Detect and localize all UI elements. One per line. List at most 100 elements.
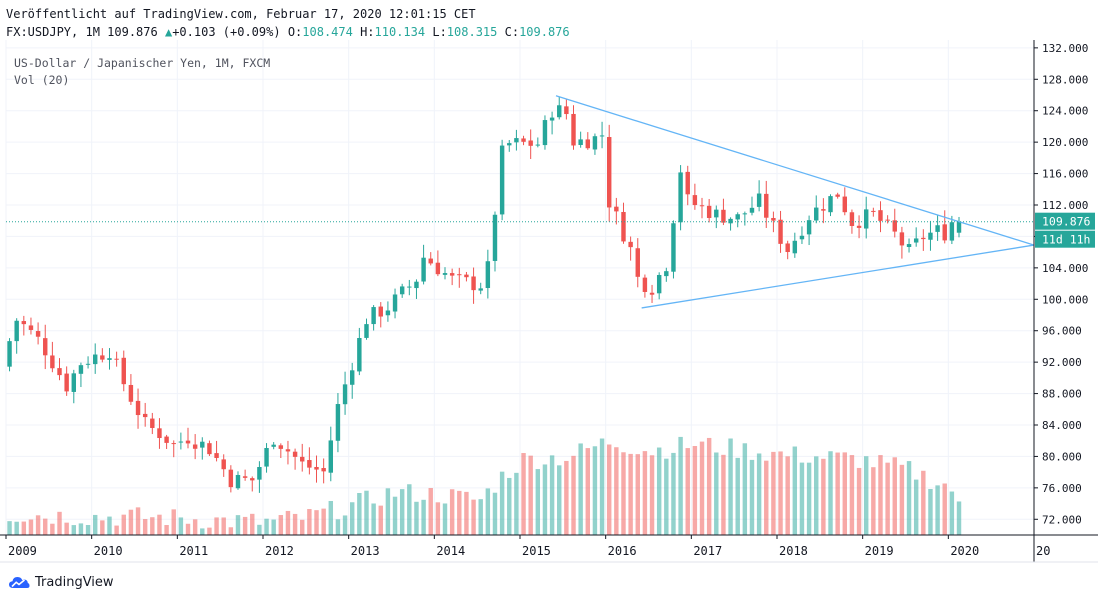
candle — [449, 268, 455, 286]
candle — [207, 440, 212, 456]
candle-body — [321, 468, 326, 472]
volume-bar — [656, 447, 662, 535]
candle-body — [656, 274, 662, 294]
volume-bar — [521, 453, 526, 535]
volume-bar — [78, 523, 84, 535]
candle — [892, 208, 897, 238]
x-axis-ticks[interactable]: 2009 2010 2011 2012 2013 2014 2015 2016 2017 2018… — [5, 535, 1050, 558]
candle-body — [756, 193, 762, 207]
candle — [399, 283, 405, 298]
candle-body — [792, 240, 798, 254]
tradingview-cloud-icon — [9, 577, 30, 588]
y-tick-label: 116.000 — [1042, 168, 1088, 181]
candle — [50, 341, 55, 373]
y-axis-ticks[interactable]: 132.000 128.000 124.000 120.000 116.000 112.0… — [1034, 42, 1088, 526]
candle — [28, 317, 34, 335]
candle — [735, 212, 740, 228]
candle-body — [521, 138, 526, 142]
volume-bar — [856, 467, 862, 535]
candle — [300, 443, 305, 472]
volume-bar — [728, 438, 733, 535]
candle-body — [457, 274, 462, 276]
volume-bar — [114, 525, 119, 535]
candle-body — [178, 441, 184, 443]
candle-body — [771, 217, 776, 221]
volume-legend[interactable]: Vol (20) — [14, 73, 70, 87]
candle — [671, 220, 676, 279]
candle — [428, 252, 433, 266]
y-tick-label: 76.000 — [1042, 482, 1082, 495]
x-tick-label: 20 — [1036, 544, 1050, 558]
volume-bar — [449, 489, 455, 535]
candle-body — [799, 235, 805, 240]
candle — [107, 348, 112, 370]
volume-bar — [14, 521, 19, 535]
candle-body — [142, 413, 148, 418]
volume-bar — [178, 517, 184, 535]
candle-body — [542, 120, 548, 146]
candle-body — [428, 258, 433, 264]
volume-bar — [921, 470, 926, 535]
trendlines[interactable] — [555, 95, 1035, 309]
candle — [250, 476, 255, 492]
candle — [385, 301, 391, 322]
candle-body — [114, 358, 119, 360]
candle-body — [514, 138, 519, 143]
volume-bar — [692, 446, 698, 535]
candle — [756, 180, 762, 212]
candle-body — [814, 207, 819, 221]
volume-bar — [528, 455, 533, 535]
price-tags: 109.876 11d 11h — [1035, 212, 1095, 248]
tradingview-logo[interactable]: TradingView — [8, 572, 114, 592]
volume-bar — [185, 523, 191, 535]
volume-bar — [814, 456, 819, 535]
candle-body — [221, 459, 226, 470]
volume-bars — [7, 436, 962, 535]
candle-body — [14, 320, 19, 342]
volume-bar — [285, 510, 291, 535]
y-tick-label: 88.000 — [1042, 388, 1082, 401]
candle — [706, 198, 712, 223]
trendline-lower[interactable] — [641, 244, 1035, 309]
volume-bar — [792, 446, 798, 535]
candle-body — [242, 476, 248, 478]
candle — [749, 196, 755, 216]
volume-bar — [300, 519, 305, 535]
volume-bar — [935, 485, 940, 535]
candle — [64, 366, 69, 396]
volume-bar — [842, 452, 848, 535]
candle-body — [635, 248, 640, 277]
countdown-tag: 11d 11h — [1035, 230, 1095, 248]
candle — [371, 305, 376, 331]
candle — [257, 461, 262, 493]
volume-bar — [392, 496, 398, 535]
volume-bar — [799, 462, 805, 535]
candle — [357, 327, 362, 376]
volume-bar — [585, 448, 591, 535]
candle-body — [664, 271, 669, 277]
candle — [921, 229, 926, 251]
candle-body — [414, 281, 419, 289]
volume-bar — [535, 469, 541, 535]
volume-bar — [578, 443, 583, 535]
y-tick-label: 84.000 — [1042, 419, 1082, 432]
candle-body — [371, 307, 376, 325]
candle-body — [100, 355, 105, 360]
candle — [407, 279, 412, 296]
symbol-label: FX:USDJPY, 1M — [6, 25, 100, 39]
candle — [464, 271, 469, 282]
candle — [728, 217, 733, 231]
candle — [606, 124, 612, 222]
volume-bar — [664, 458, 669, 535]
candle — [128, 374, 134, 405]
trendline-upper[interactable] — [555, 95, 1035, 246]
candle-body — [128, 384, 134, 402]
volume-bar — [228, 527, 234, 535]
pair-name-legend[interactable]: US-Dollar / Japanischer Yen, 1M, FXCM — [14, 56, 271, 70]
candle — [349, 362, 355, 399]
volume-bar — [685, 448, 690, 535]
volume-bar — [271, 519, 276, 535]
volume-bar — [50, 523, 55, 535]
volume-bar — [571, 455, 576, 535]
